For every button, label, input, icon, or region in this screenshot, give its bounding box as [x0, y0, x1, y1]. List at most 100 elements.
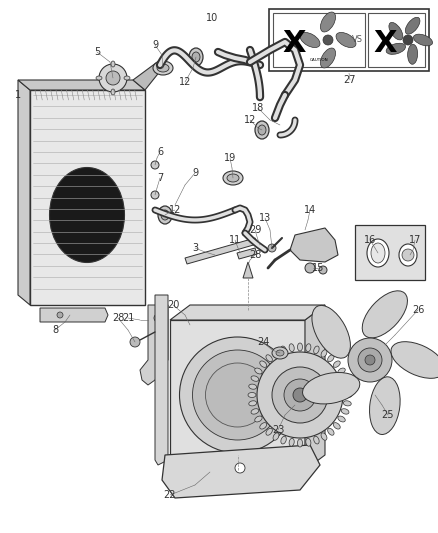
Polygon shape — [162, 445, 320, 498]
Text: 11: 11 — [229, 235, 241, 245]
Text: 27: 27 — [344, 75, 356, 85]
Ellipse shape — [260, 423, 267, 429]
Ellipse shape — [405, 17, 420, 34]
Ellipse shape — [336, 33, 356, 47]
Circle shape — [348, 338, 392, 382]
Ellipse shape — [192, 52, 200, 62]
Ellipse shape — [248, 392, 256, 398]
Text: X: X — [373, 28, 396, 58]
Text: 7: 7 — [157, 173, 163, 183]
Polygon shape — [243, 262, 253, 278]
Ellipse shape — [391, 342, 438, 378]
Ellipse shape — [328, 355, 334, 362]
FancyBboxPatch shape — [170, 320, 305, 470]
Circle shape — [284, 379, 316, 411]
Ellipse shape — [272, 347, 288, 359]
Text: 10: 10 — [206, 13, 218, 23]
Text: CAUTION: CAUTION — [310, 58, 328, 62]
Circle shape — [130, 337, 140, 347]
Text: 5: 5 — [94, 47, 100, 57]
Ellipse shape — [281, 436, 286, 444]
Ellipse shape — [273, 350, 279, 357]
Ellipse shape — [341, 409, 349, 414]
Text: 14: 14 — [304, 205, 316, 215]
Ellipse shape — [249, 401, 257, 406]
Ellipse shape — [321, 350, 327, 357]
Circle shape — [151, 161, 159, 169]
Ellipse shape — [333, 423, 340, 429]
Ellipse shape — [227, 174, 239, 182]
Ellipse shape — [158, 206, 172, 224]
Ellipse shape — [276, 350, 284, 356]
Circle shape — [106, 71, 120, 85]
Ellipse shape — [153, 61, 173, 75]
Ellipse shape — [344, 392, 352, 398]
Ellipse shape — [96, 76, 102, 80]
Polygon shape — [18, 80, 145, 90]
Polygon shape — [30, 90, 145, 305]
Circle shape — [151, 191, 159, 199]
Ellipse shape — [303, 373, 360, 404]
Polygon shape — [170, 305, 325, 320]
Polygon shape — [290, 228, 338, 262]
Circle shape — [57, 312, 63, 318]
Ellipse shape — [111, 61, 115, 67]
Ellipse shape — [386, 43, 406, 54]
Ellipse shape — [281, 346, 286, 354]
Ellipse shape — [362, 291, 407, 338]
Ellipse shape — [370, 377, 400, 434]
Ellipse shape — [289, 438, 294, 446]
FancyBboxPatch shape — [355, 225, 425, 280]
Circle shape — [272, 367, 328, 423]
Polygon shape — [237, 248, 257, 259]
Ellipse shape — [258, 125, 266, 135]
Text: 19: 19 — [224, 153, 236, 163]
Ellipse shape — [297, 343, 303, 351]
Ellipse shape — [300, 33, 320, 47]
Circle shape — [305, 263, 315, 273]
Ellipse shape — [49, 167, 124, 262]
Ellipse shape — [408, 44, 418, 64]
Ellipse shape — [399, 244, 417, 266]
Polygon shape — [133, 60, 165, 90]
Ellipse shape — [249, 384, 257, 389]
Circle shape — [323, 35, 333, 45]
Ellipse shape — [266, 429, 272, 435]
Text: 20: 20 — [167, 300, 179, 310]
Ellipse shape — [306, 344, 311, 352]
Polygon shape — [140, 305, 168, 385]
Ellipse shape — [255, 368, 262, 374]
Text: 29: 29 — [249, 225, 261, 235]
Circle shape — [99, 64, 127, 92]
Polygon shape — [185, 238, 257, 264]
Circle shape — [192, 350, 283, 440]
Ellipse shape — [367, 239, 389, 267]
Circle shape — [235, 463, 245, 473]
Text: 13: 13 — [259, 213, 271, 223]
Ellipse shape — [314, 346, 319, 354]
Text: 6: 6 — [157, 147, 163, 157]
Ellipse shape — [251, 376, 259, 381]
Polygon shape — [40, 308, 108, 322]
Circle shape — [402, 249, 414, 261]
FancyBboxPatch shape — [368, 13, 425, 67]
Text: 18: 18 — [252, 103, 264, 113]
Polygon shape — [18, 80, 30, 305]
Text: 12: 12 — [179, 77, 191, 87]
Text: 9: 9 — [152, 40, 158, 50]
Text: 17: 17 — [409, 235, 421, 245]
Ellipse shape — [266, 355, 272, 362]
Text: 28: 28 — [249, 250, 261, 260]
Circle shape — [180, 337, 296, 453]
Ellipse shape — [343, 384, 351, 389]
Ellipse shape — [260, 361, 267, 367]
Text: 9: 9 — [192, 168, 198, 178]
Ellipse shape — [338, 416, 345, 422]
Ellipse shape — [306, 438, 311, 446]
Ellipse shape — [321, 433, 327, 440]
Ellipse shape — [255, 416, 262, 422]
Ellipse shape — [333, 361, 340, 367]
Text: 22: 22 — [164, 490, 176, 500]
Text: 28: 28 — [112, 313, 124, 323]
Text: 8: 8 — [52, 325, 58, 335]
